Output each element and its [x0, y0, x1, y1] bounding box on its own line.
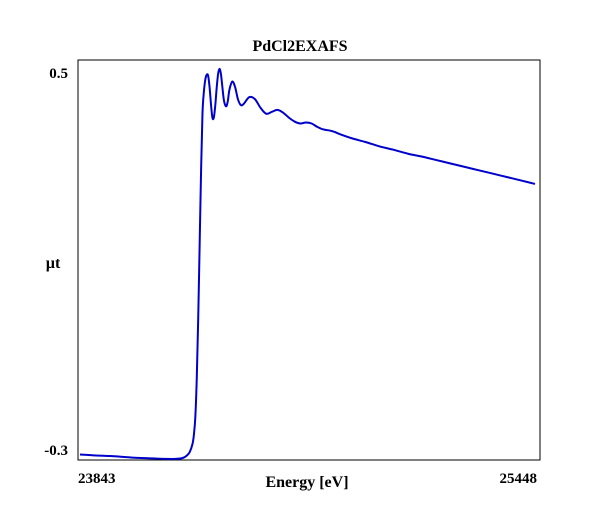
chart-title: PdCl2EXAFS [252, 38, 347, 55]
y-tick-label: -0.3 [44, 443, 68, 459]
y-tick-label: 0.5 [49, 66, 68, 82]
series-layer [79, 67, 536, 460]
x-tick-label: 25448 [500, 471, 538, 487]
x-axis-label: Energy [eV] [265, 474, 348, 491]
x-tick-label: 23843 [78, 471, 116, 487]
y-axis-label: µt [46, 255, 61, 272]
plot-area [77, 59, 541, 461]
series-line [79, 67, 536, 460]
